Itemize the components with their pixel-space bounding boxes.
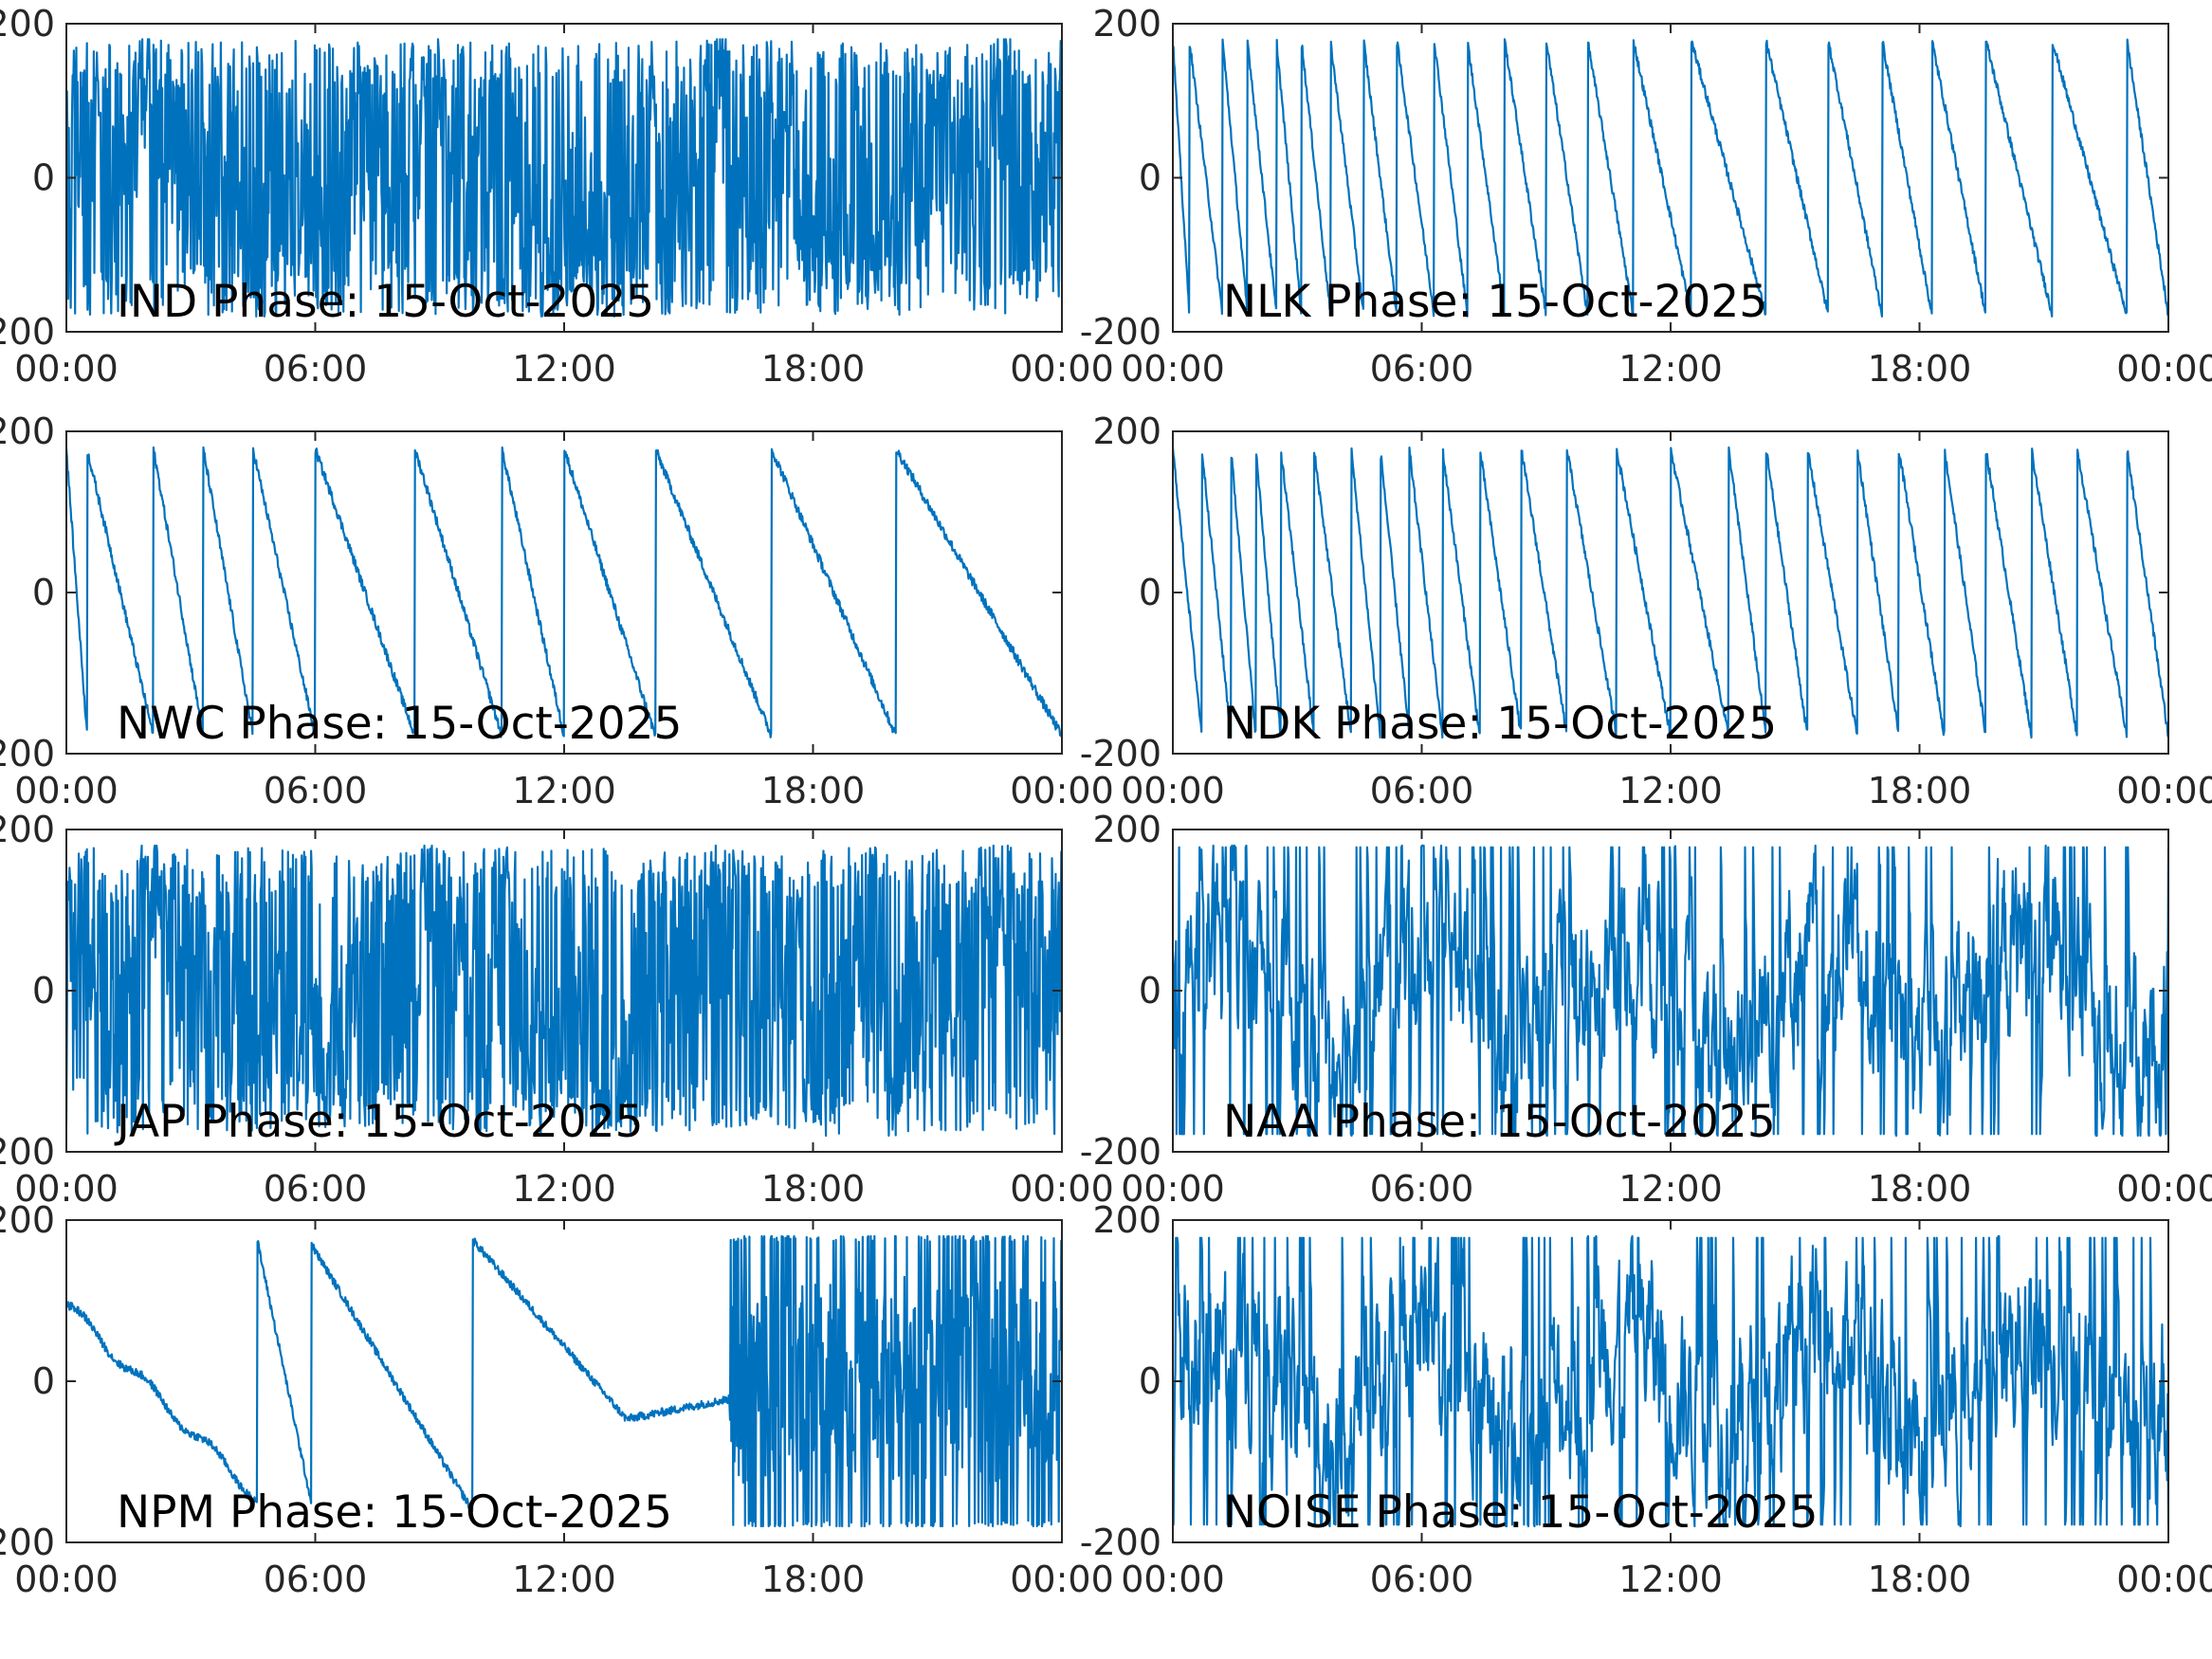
y-tick-label: -200 xyxy=(1080,311,1161,353)
y-tick-label: 200 xyxy=(1092,410,1161,452)
y-tick-label: -200 xyxy=(0,733,55,775)
x-tick-label: 00:00 xyxy=(1010,1168,1114,1210)
x-tick-label: 00:00 xyxy=(1121,348,1225,390)
y-tick-label: 0 xyxy=(1139,572,1161,613)
x-tick-label: 00:00 xyxy=(14,1168,119,1210)
x-tick-label: 18:00 xyxy=(1868,348,1972,390)
y-tick-label: 0 xyxy=(32,572,55,613)
x-tick-label: 06:00 xyxy=(1370,770,1474,811)
y-tick-label: 0 xyxy=(1139,1360,1161,1402)
x-tick-label: 00:00 xyxy=(1121,1559,1225,1600)
y-tick-label: 0 xyxy=(32,157,55,199)
x-tick-label: 06:00 xyxy=(264,348,368,390)
x-tick-label: 12:00 xyxy=(1618,1559,1723,1600)
x-tick-label: 06:00 xyxy=(1370,1559,1474,1600)
panel-title: NAA Phase: 15-Oct-2025 xyxy=(1223,1096,1776,1148)
y-tick-label: 0 xyxy=(1139,970,1161,1012)
x-tick-label: 18:00 xyxy=(761,1559,866,1600)
x-tick-label: 00:00 xyxy=(1121,1168,1225,1210)
x-tick-label: 18:00 xyxy=(761,1168,866,1210)
y-tick-label: -200 xyxy=(0,1522,55,1563)
x-tick-label: 18:00 xyxy=(761,770,866,811)
phase-series-line xyxy=(66,38,1062,318)
panel-title: IND Phase: 15-Oct-2025 xyxy=(117,276,654,328)
x-tick-label: 06:00 xyxy=(264,1168,368,1210)
x-tick-label: 18:00 xyxy=(1868,1559,1972,1600)
y-tick-label: -200 xyxy=(0,1131,55,1173)
y-tick-label: 0 xyxy=(32,970,55,1012)
x-tick-label: 06:00 xyxy=(264,770,368,811)
y-tick-label: 200 xyxy=(0,410,55,452)
y-tick-label: -200 xyxy=(1080,1131,1161,1173)
x-tick-label: 00:00 xyxy=(14,1559,119,1600)
panel-title: NDK Phase: 15-Oct-2025 xyxy=(1223,698,1777,750)
x-tick-label: 00:00 xyxy=(1010,1559,1114,1600)
phase-series-line xyxy=(1173,446,2168,739)
panel-title: NPM Phase: 15-Oct-2025 xyxy=(117,1486,672,1539)
x-tick-label: 00:00 xyxy=(2116,1559,2212,1600)
phase-series-line xyxy=(1173,1234,2168,1528)
y-tick-label: 200 xyxy=(0,3,55,45)
x-tick-label: 12:00 xyxy=(1618,770,1723,811)
y-tick-label: 0 xyxy=(32,1360,55,1402)
x-tick-label: 12:00 xyxy=(1618,1168,1723,1210)
panel-title: NWC Phase: 15-Oct-2025 xyxy=(117,698,682,750)
y-tick-label: -200 xyxy=(1080,1522,1161,1563)
y-tick-label: 200 xyxy=(1092,3,1161,45)
y-tick-label: 200 xyxy=(1092,809,1161,850)
y-tick-label: 200 xyxy=(0,809,55,850)
x-tick-label: 06:00 xyxy=(1370,1168,1474,1210)
y-tick-label: 200 xyxy=(0,1199,55,1241)
x-tick-label: 00:00 xyxy=(1121,770,1225,811)
phase-series-line xyxy=(66,844,1062,1138)
x-tick-label: 00:00 xyxy=(2116,770,2212,811)
phase-series-line xyxy=(1173,844,2168,1138)
x-tick-label: 06:00 xyxy=(1370,348,1474,390)
y-tick-label: -200 xyxy=(0,311,55,353)
x-tick-label: 00:00 xyxy=(2116,1168,2212,1210)
phase-series-line xyxy=(1173,38,2168,318)
phase-series-line xyxy=(66,446,1062,738)
panel-title: NOISE Phase: 15-Oct-2025 xyxy=(1223,1486,1819,1539)
x-tick-label: 00:00 xyxy=(2116,348,2212,390)
y-tick-label: 0 xyxy=(1139,157,1161,199)
panel-title: JAP Phase: 15-Oct-2025 xyxy=(114,1096,644,1148)
x-tick-label: 18:00 xyxy=(761,348,866,390)
x-tick-label: 06:00 xyxy=(264,1559,368,1600)
x-tick-label: 12:00 xyxy=(512,348,616,390)
x-tick-label: 12:00 xyxy=(512,770,616,811)
y-tick-label: 200 xyxy=(1092,1199,1161,1241)
panel-title: NLK Phase: 15-Oct-2025 xyxy=(1223,276,1767,328)
x-tick-label: 18:00 xyxy=(1868,770,1972,811)
x-tick-label: 00:00 xyxy=(1010,348,1114,390)
x-tick-label: 18:00 xyxy=(1868,1168,1972,1210)
x-tick-label: 00:00 xyxy=(14,348,119,390)
x-tick-label: 12:00 xyxy=(512,1168,616,1210)
x-tick-label: 12:00 xyxy=(512,1559,616,1600)
x-tick-label: 00:00 xyxy=(14,770,119,811)
x-tick-label: 12:00 xyxy=(1618,348,1723,390)
x-tick-label: 00:00 xyxy=(1010,770,1114,811)
y-tick-label: -200 xyxy=(1080,733,1161,775)
phase-series-line xyxy=(66,1234,1062,1528)
